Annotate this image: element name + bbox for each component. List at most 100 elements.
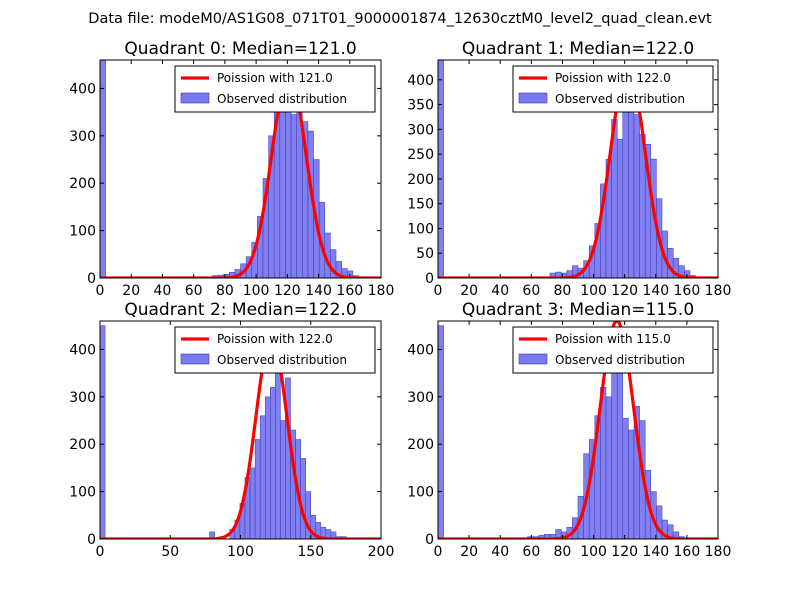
legend-hist-label: Observed distribution (217, 353, 347, 367)
hist-bar (616, 139, 624, 278)
y-tick-label: 50 (416, 246, 434, 262)
y-tick-label: 150 (407, 197, 434, 213)
x-tick-label: 100 (580, 544, 607, 560)
x-tick-label: 0 (96, 283, 105, 299)
x-tick-label: 120 (274, 283, 301, 299)
x-tick-label: 120 (611, 283, 638, 299)
hist-bar (275, 368, 281, 539)
x-tick-label: 0 (434, 544, 443, 560)
x-tick-label: 20 (122, 283, 140, 299)
legend-box (512, 65, 714, 113)
hist-bar (100, 60, 106, 278)
chart-panel-0: 0 20 40 60 80 100 120 140 160 1800100200300400Qua… (69, 39, 394, 299)
hist-bar (249, 467, 256, 539)
x-tick-label: 20 (460, 283, 478, 299)
x-tick-label: 160 (674, 283, 701, 299)
legend: Poission with 122.0 Observed distribution (174, 326, 376, 374)
plot-area (100, 60, 381, 278)
hist-bar (100, 325, 106, 539)
hist-bar (438, 60, 444, 278)
legend-box (174, 65, 376, 113)
legend-hist-label: Observed distribution (555, 353, 685, 367)
x-tick-label: 40 (491, 544, 509, 560)
hist-bar (264, 396, 271, 539)
x-tick-label: 20 (460, 544, 478, 560)
panel-title: Quadrant 1: Median=122.0 (462, 39, 694, 59)
x-tick-label: 100 (580, 283, 607, 299)
y-tick-label: 400 (69, 342, 96, 358)
x-tick-label: 0 (434, 283, 443, 299)
x-tick-label: 60 (522, 283, 540, 299)
y-tick-label: 350 (407, 98, 434, 114)
plot-area (438, 321, 718, 539)
legend: Poission with 122.0 Observed distribution (512, 65, 714, 113)
y-tick-label: 300 (407, 122, 434, 138)
x-tick-label: 180 (368, 283, 395, 299)
hist-bar (285, 111, 292, 278)
legend-hist-label: Observed distribution (555, 92, 685, 106)
x-tick-label: 80 (554, 283, 572, 299)
y-tick-label: 250 (407, 147, 434, 163)
x-tick-label: 140 (642, 544, 669, 560)
hist-bar (259, 415, 266, 539)
legend: Poission with 115.0 Observed distribution (512, 326, 714, 374)
y-tick-label: 100 (69, 485, 96, 501)
x-tick-label: 80 (554, 544, 572, 560)
chart-panel-3: 0 20 40 60 80 100 120 140 160 1800100200300400Qua… (407, 300, 731, 560)
chart-panel-2: 0 50 100 150 200 0 100 200 300 400 Quadrant 2: Med… (69, 300, 394, 560)
x-tick-label: 200 (368, 544, 395, 560)
y-tick-label: 300 (69, 129, 96, 145)
chart-panel-1: 0 20 40 60 80 100 120 140 160 1800501001502002503… (407, 39, 731, 299)
y-tick-label: 0 (425, 271, 434, 287)
plot-area (438, 60, 718, 278)
x-tick-label: 60 (185, 283, 203, 299)
y-tick-label: 200 (407, 437, 434, 453)
x-tick-label: 140 (642, 283, 669, 299)
x-tick-label: 40 (154, 283, 172, 299)
legend-line-label: Poission with 121.0 (217, 71, 333, 85)
hist-bar (622, 104, 629, 278)
y-tick-label: 300 (407, 390, 434, 406)
x-tick-label: 80 (216, 283, 234, 299)
panel-title: Quadrant 3: Median=115.0 (462, 300, 694, 320)
y-tick-label: 0 (425, 532, 434, 548)
legend-line-label: Poission with 115.0 (555, 332, 671, 346)
x-tick-label: 0 (96, 544, 105, 560)
y-tick-label: 200 (69, 176, 96, 192)
x-tick-label: 140 (305, 283, 332, 299)
panel-title: Quadrant 0: Median=121.0 (124, 39, 356, 59)
poisson-curve (100, 72, 381, 278)
legend-line-label: Poission with 122.0 (217, 332, 333, 346)
legend-hist-swatch (180, 353, 210, 365)
x-tick-label: 100 (243, 283, 270, 299)
hist-bar (279, 90, 286, 278)
y-tick-label: 400 (69, 81, 96, 97)
legend-hist-swatch (180, 92, 210, 104)
x-tick-label: 160 (336, 283, 363, 299)
figure-title: Data file: modeM0/AS1G08_071T01_90000018… (88, 11, 712, 27)
hist-bar (254, 439, 261, 539)
x-tick-label: 180 (705, 283, 732, 299)
hist-bar (270, 387, 276, 539)
axes-frame (437, 59, 719, 279)
x-tick-label: 40 (491, 283, 509, 299)
hist-bar (628, 429, 635, 539)
y-tick-label: 0 (87, 271, 96, 287)
hist-bar (616, 353, 624, 539)
hist-bar (633, 114, 640, 278)
legend: Poission with 121.0 Observed distribution (174, 65, 376, 113)
hist-bar (605, 396, 612, 539)
x-tick-label: 180 (705, 544, 732, 560)
x-tick-label: 150 (297, 544, 324, 560)
y-tick-label: 200 (69, 437, 96, 453)
hist-bar (438, 325, 444, 539)
x-tick-label: 120 (611, 544, 638, 560)
legend-hist-label: Observed distribution (217, 92, 347, 106)
y-tick-label: 100 (69, 224, 96, 240)
y-tick-label: 300 (69, 390, 96, 406)
legend-hist-swatch (518, 353, 548, 365)
legend-box (174, 326, 376, 374)
y-tick-label: 100 (407, 485, 434, 501)
panel-title: Quadrant 2: Median=122.0 (124, 300, 356, 320)
